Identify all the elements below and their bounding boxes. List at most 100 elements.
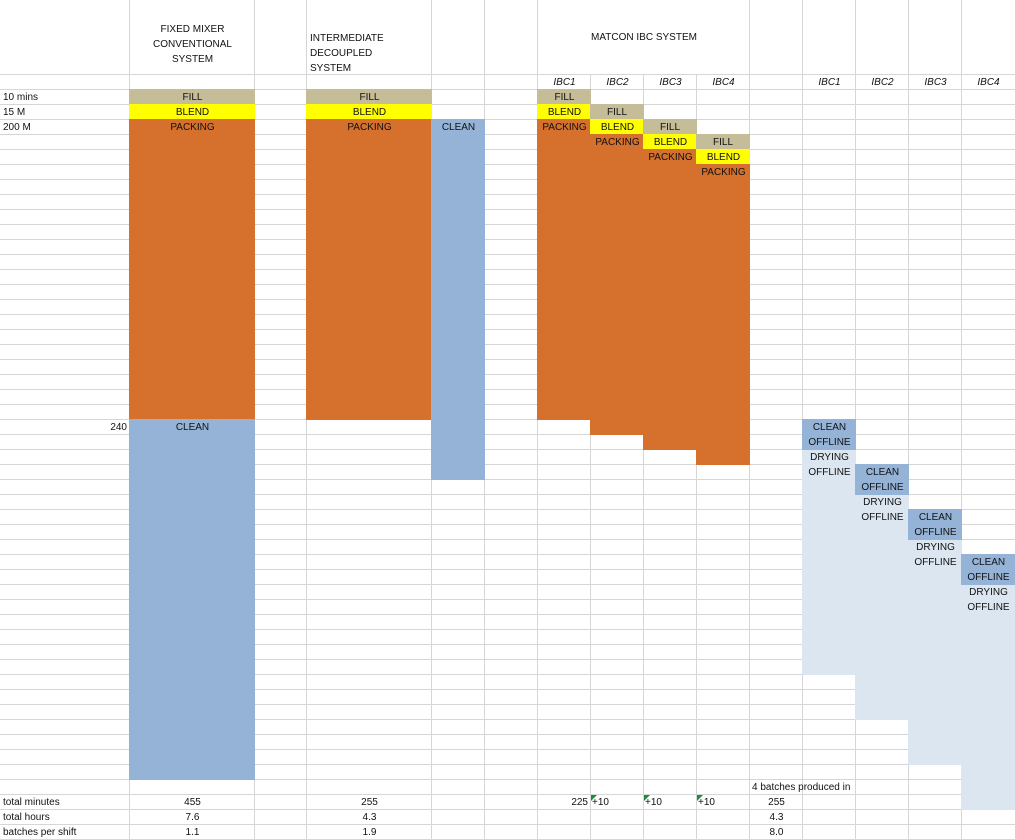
comment-marker — [591, 795, 597, 801]
total-value: 4.3 — [362, 812, 377, 823]
row-line — [0, 554, 1015, 555]
ibc-header: IBC2 — [871, 77, 894, 88]
process-block — [537, 119, 591, 420]
total-value: 1.1 — [185, 827, 200, 838]
row-line — [0, 704, 1015, 705]
process-label: CLEAN — [918, 512, 953, 523]
row-line — [0, 584, 1015, 585]
total-value: 455 — [184, 797, 201, 808]
total-value: 255 — [768, 797, 785, 808]
row-label: 240 — [110, 422, 127, 433]
total-value: 8.0 — [769, 827, 784, 838]
process-block — [643, 149, 697, 450]
process-label: BLEND — [653, 137, 688, 148]
column-line — [306, 0, 307, 840]
process-label: OFFLINE — [914, 527, 957, 538]
row-line — [0, 614, 1015, 615]
row-line — [0, 284, 1015, 285]
row-line — [0, 149, 1015, 150]
row-line — [0, 119, 1015, 120]
process-label: FILL — [660, 122, 681, 133]
row-line — [0, 734, 1015, 735]
ibc-header: IBC1 — [818, 77, 841, 88]
process-block — [696, 134, 750, 150]
total-label: total minutes — [3, 797, 60, 808]
row-line — [0, 629, 1015, 630]
comment-marker — [697, 795, 703, 801]
row-line — [0, 389, 1015, 390]
row-line — [0, 794, 1015, 795]
process-label: CLEAN — [865, 467, 900, 478]
ibc-header: IBC1 — [553, 77, 576, 88]
ibc-header: IBC3 — [924, 77, 947, 88]
total-label: total hours — [3, 812, 50, 823]
row-line — [0, 599, 1015, 600]
row-line — [0, 374, 1015, 375]
row-line — [0, 689, 1015, 690]
total-value: 1.9 — [362, 827, 377, 838]
row-line — [0, 329, 1015, 330]
column-header: INTERMEDIATE DECOUPLED SYSTEM — [310, 33, 384, 74]
row-line — [0, 134, 1015, 135]
total-label: batches per shift — [3, 827, 77, 838]
process-label: PACKING — [347, 122, 392, 133]
process-label: CLEAN — [812, 422, 847, 433]
process-label: OFFLINE — [861, 482, 904, 493]
process-label: FILL — [713, 137, 734, 148]
row-line — [0, 314, 1015, 315]
ibc-header: IBC3 — [659, 77, 682, 88]
process-label: CLEAN — [441, 122, 476, 133]
process-block — [129, 104, 255, 120]
row-label: 15 M — [3, 107, 26, 118]
process-label: BLEND — [600, 122, 635, 133]
process-label: PACKING — [595, 137, 640, 148]
process-label: FILL — [359, 92, 380, 103]
row-line — [0, 674, 1015, 675]
process-label: FILL — [607, 107, 628, 118]
process-block — [590, 119, 644, 135]
row-line — [0, 194, 1015, 195]
process-label: OFFLINE — [967, 572, 1010, 583]
process-label: OFFLINE — [861, 512, 904, 523]
total-value: 4.3 — [769, 812, 784, 823]
row-line — [0, 779, 1015, 780]
row-line — [0, 209, 1015, 210]
process-label: DRYING — [810, 452, 849, 463]
process-label: OFFLINE — [967, 602, 1010, 613]
row-line — [0, 224, 1015, 225]
row-line — [0, 404, 1015, 405]
row-line — [0, 104, 1015, 105]
row-line — [0, 719, 1015, 720]
row-line — [0, 479, 1015, 480]
process-label: CLEAN — [971, 557, 1006, 568]
note: 4 batches produced in — [752, 782, 851, 793]
process-block — [802, 449, 856, 675]
row-line — [0, 464, 1015, 465]
process-block — [537, 89, 591, 105]
process-label: OFFLINE — [808, 437, 851, 448]
process-block — [129, 419, 255, 780]
process-label: DRYING — [916, 542, 955, 553]
row-line — [0, 749, 1015, 750]
process-label: OFFLINE — [808, 467, 851, 478]
process-block — [590, 134, 644, 435]
ibc-header: IBC4 — [712, 77, 735, 88]
process-label: PACKING — [648, 152, 693, 163]
process-label: FILL — [182, 92, 203, 103]
process-block — [643, 134, 697, 150]
column-line — [590, 75, 591, 840]
row-line — [0, 344, 1015, 345]
process-label: PACKING — [542, 122, 587, 133]
process-label: OFFLINE — [914, 557, 957, 568]
row-line — [0, 539, 1015, 540]
process-label: BLEND — [547, 107, 582, 118]
column-header: FIXED MIXER CONVENTIONAL SYSTEM — [153, 24, 232, 65]
process-block — [696, 149, 750, 165]
row-line — [0, 434, 1015, 435]
process-block — [306, 104, 432, 120]
process-label: BLEND — [706, 152, 741, 163]
process-block — [802, 419, 856, 450]
process-label: DRYING — [863, 497, 902, 508]
